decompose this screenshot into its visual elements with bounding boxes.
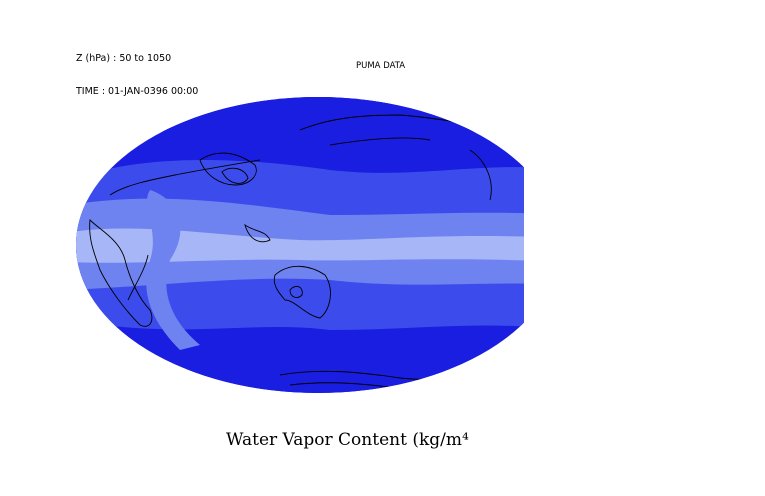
z-range-label: Z (hPa) : 50 to 1050	[76, 53, 172, 64]
north-polar	[78, 97, 524, 140]
plot-title: PUMA DATA	[356, 61, 406, 71]
western-plume	[146, 190, 200, 350]
header-info: Z (hPa) : 50 to 1050 TIME : 01-JAN-0396 …	[76, 31, 198, 108]
south-polar	[78, 365, 524, 393]
pale-band	[76, 228, 524, 263]
time-label: TIME : 01-JAN-0396 00:00	[76, 86, 199, 97]
colorbar-caption: Water Vapor Content (kg/m⁴	[226, 430, 469, 450]
